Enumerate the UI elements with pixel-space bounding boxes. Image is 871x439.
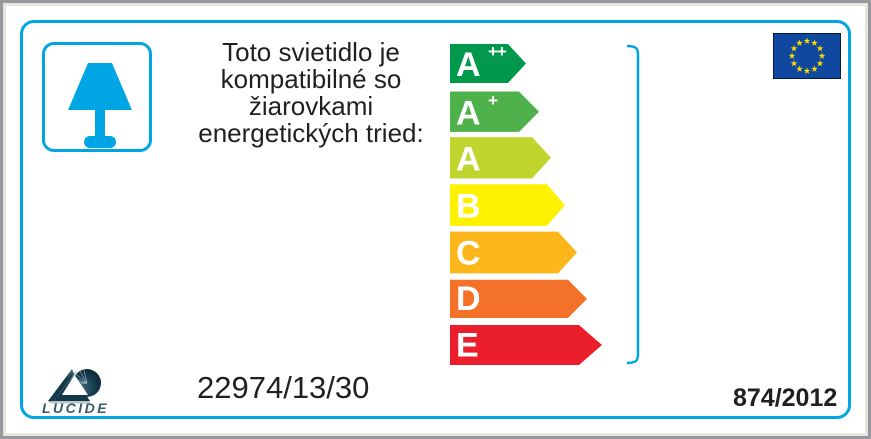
svg-text:A: A [456, 141, 481, 179]
svg-text:C: C [456, 235, 481, 273]
svg-text:B: B [456, 188, 481, 226]
svg-text:++: ++ [488, 42, 507, 61]
svg-text:A: A [456, 95, 481, 133]
svg-text:D: D [456, 280, 481, 318]
svg-text:+: + [488, 91, 498, 110]
svg-text:E: E [456, 327, 479, 365]
svg-text:A: A [456, 46, 481, 84]
